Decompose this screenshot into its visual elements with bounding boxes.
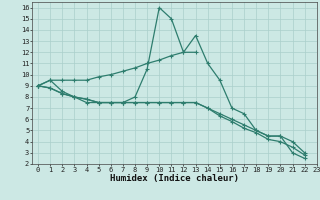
X-axis label: Humidex (Indice chaleur): Humidex (Indice chaleur) [110, 174, 239, 183]
